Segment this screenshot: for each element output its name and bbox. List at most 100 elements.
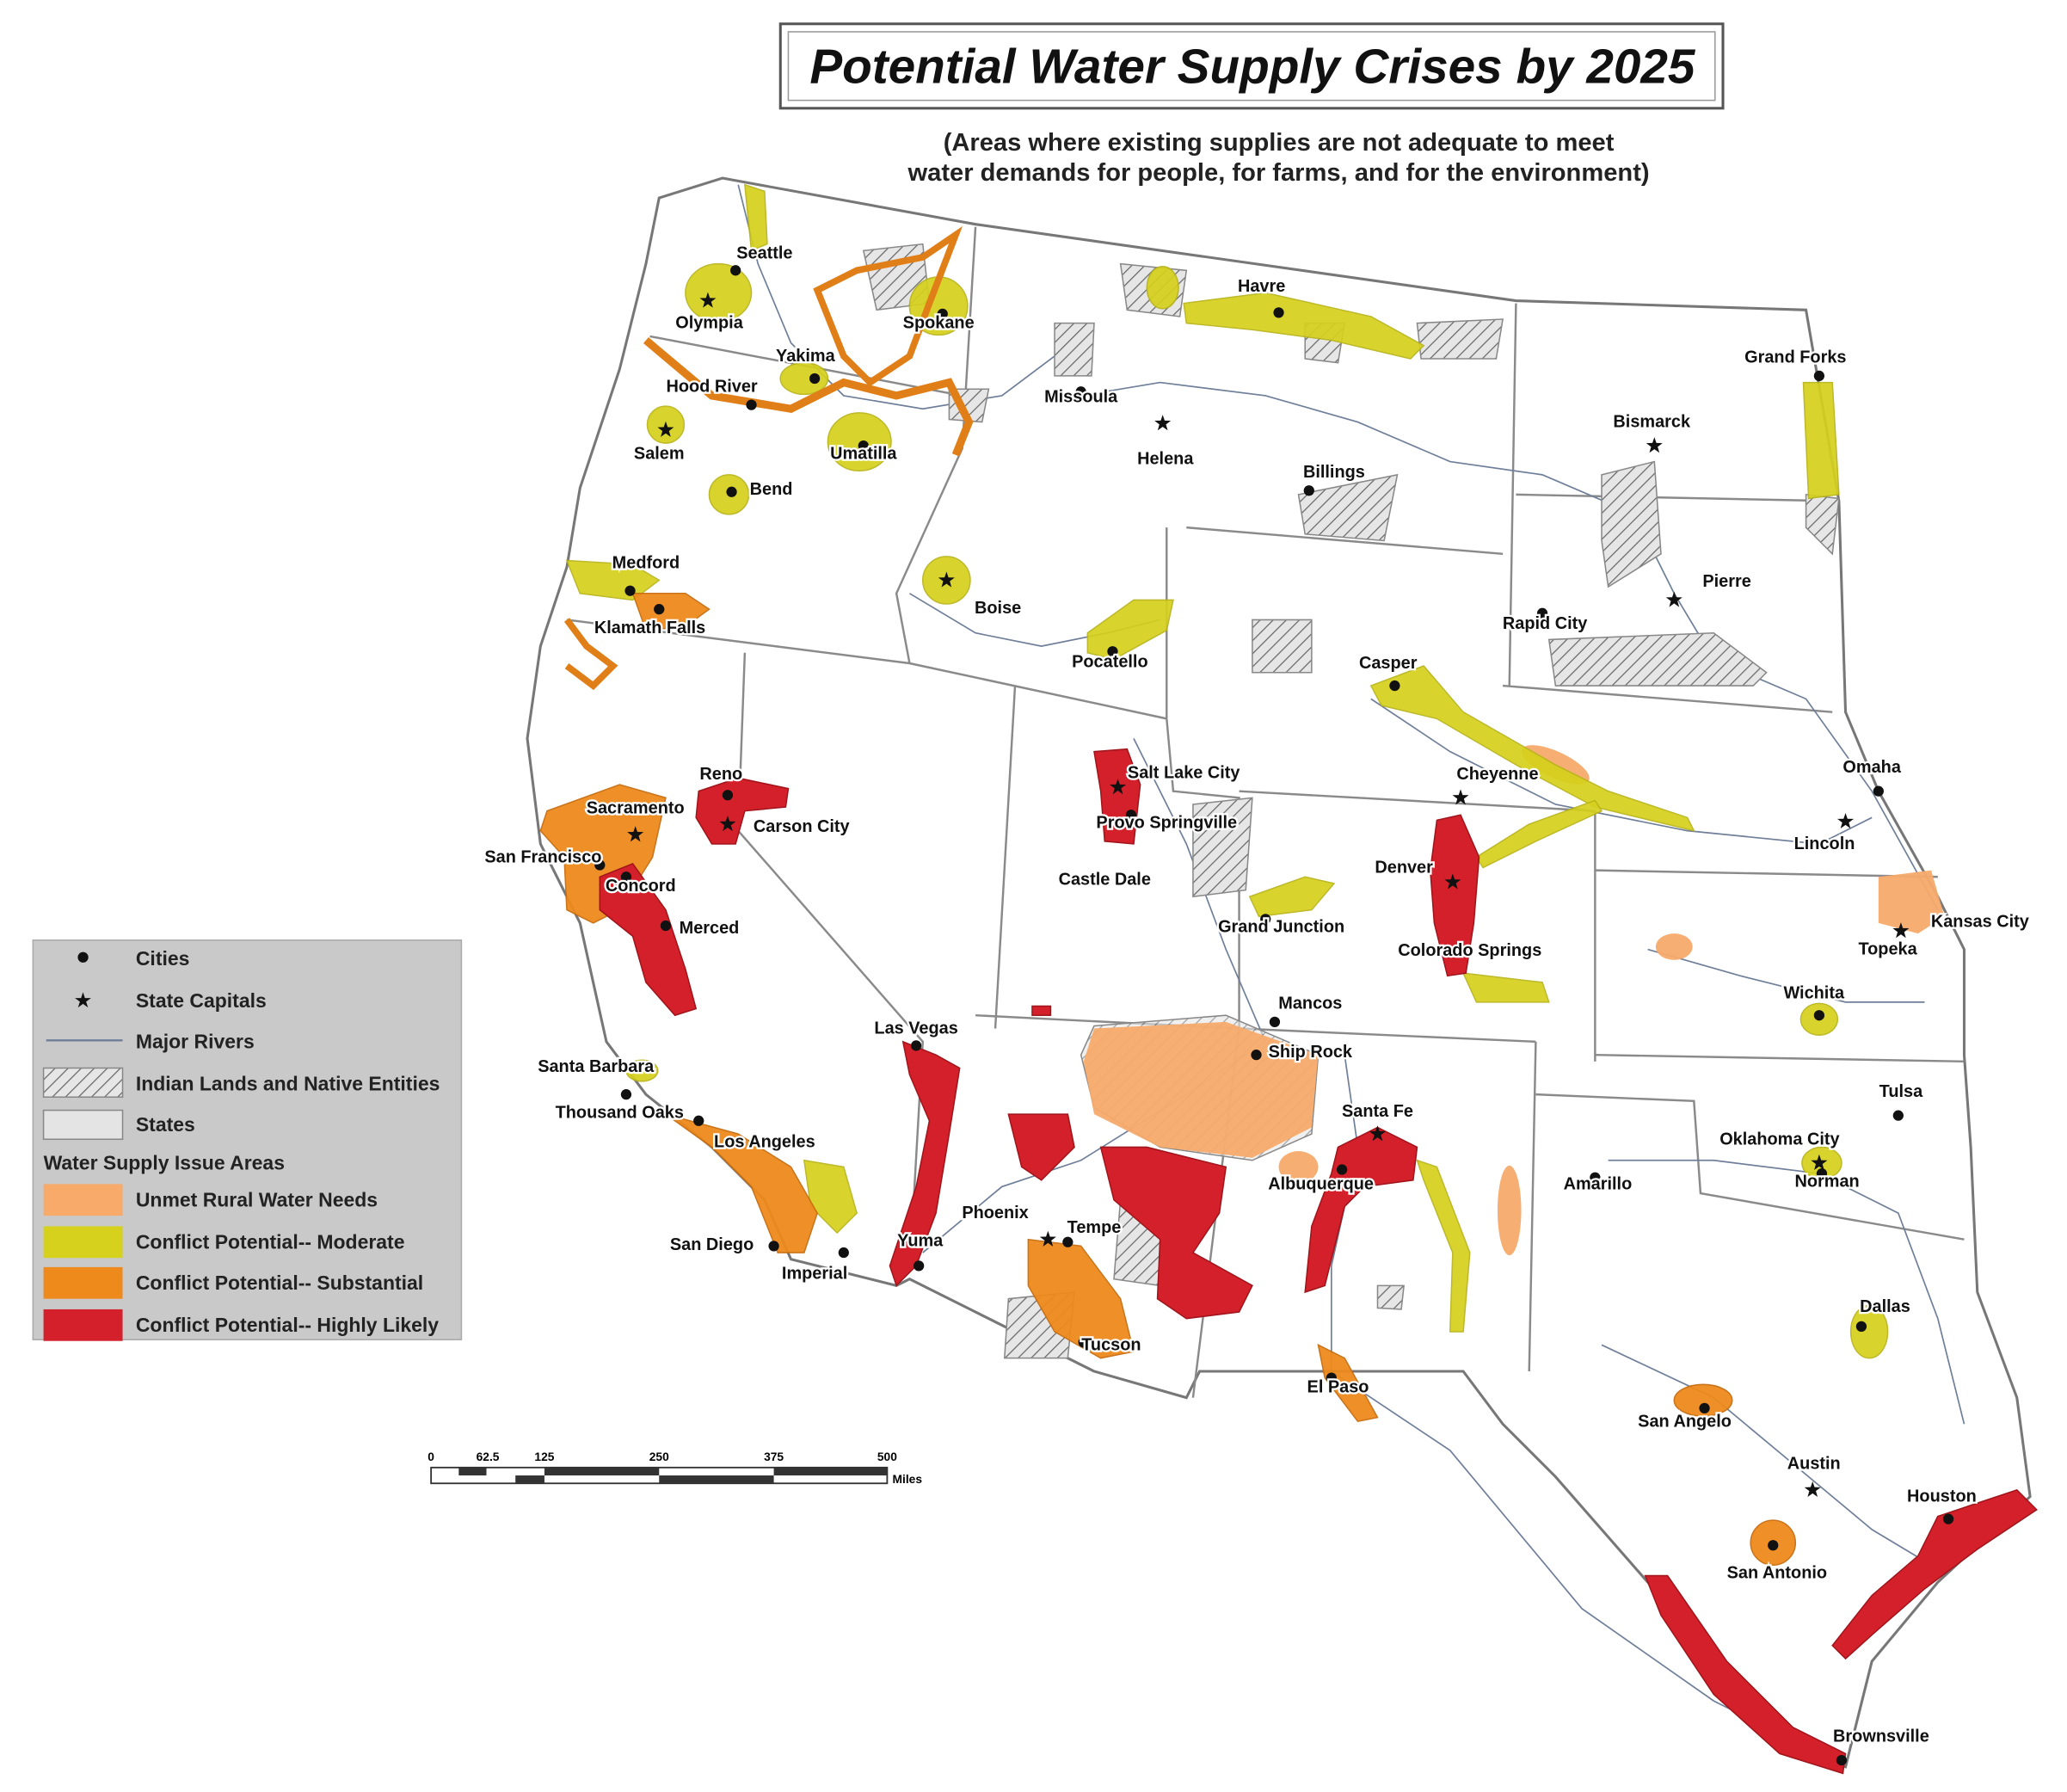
indian-land	[1805, 493, 1840, 556]
state-line	[1535, 1093, 1965, 1241]
legend-label: Conflict Potential-- Moderate	[136, 1230, 405, 1253]
capital-marker	[1892, 922, 1910, 939]
city-label: Umatilla	[830, 444, 897, 463]
state-line	[994, 685, 1017, 1029]
scale-label: 250	[649, 1450, 669, 1463]
legend-label: Major Rivers	[136, 1031, 255, 1053]
legend-symbol-indian-lands	[42, 1067, 124, 1098]
moderate-area	[1369, 665, 1695, 832]
city-marker	[1536, 607, 1548, 619]
capital-marker	[719, 816, 736, 832]
highly-likely-area	[1007, 1113, 1075, 1181]
city-label: Santa Barbara	[538, 1057, 655, 1076]
city-label: Wichita	[1783, 983, 1845, 1002]
city-label: Kansas City	[1931, 913, 2029, 932]
city-label: Lincoln	[1794, 834, 1855, 853]
city-label: Imperial	[782, 1265, 847, 1284]
city-label: Bend	[750, 480, 793, 499]
unmet-rural-area	[1278, 1151, 1319, 1183]
state-line	[736, 652, 925, 1273]
city-marker	[1303, 485, 1314, 496]
city-marker	[1813, 1010, 1825, 1021]
capital-marker	[1665, 591, 1683, 607]
capital-marker	[1369, 1125, 1386, 1142]
capital-marker	[657, 421, 674, 437]
moderate-area	[685, 262, 753, 323]
legend: Cities ★ State Capitals Major Rivers Ind…	[32, 939, 463, 1341]
city-marker	[1892, 1110, 1904, 1121]
city-marker	[1873, 785, 1884, 797]
scale-bar-segment	[515, 1475, 544, 1484]
city-marker	[1078, 1337, 1089, 1348]
legend-swatch	[43, 1266, 123, 1299]
city-marker	[624, 585, 636, 596]
title-box	[778, 22, 1725, 110]
capital-marker	[1452, 789, 1469, 805]
city-label: Missoula	[1044, 388, 1118, 407]
city-label: Helena	[1137, 450, 1194, 469]
city-marker	[620, 871, 632, 883]
city-label: Mancos	[1278, 995, 1342, 1013]
city-marker	[1336, 1164, 1348, 1175]
moderate-area	[625, 1059, 659, 1082]
city-marker	[1125, 810, 1137, 821]
highly-likely-area	[599, 863, 698, 1017]
substantial-river-corridor	[813, 225, 963, 387]
river	[737, 184, 1055, 410]
legend-swatch	[43, 1184, 123, 1216]
cities: Seattle Olympia Spokane Yakima Hood River Sal…	[483, 242, 2031, 1766]
scale-unit: Miles	[893, 1473, 923, 1486]
city-label: Boise	[975, 599, 1021, 618]
city-label: Spokane	[903, 314, 975, 333]
city-marker	[1768, 1540, 1779, 1551]
city-label: Bismarck	[1613, 413, 1691, 432]
river	[1608, 1159, 1965, 1425]
city-label: Brownsville	[1833, 1727, 1929, 1746]
city-marker	[594, 859, 606, 871]
city-marker	[1836, 1754, 1848, 1766]
moderate-area	[1461, 972, 1550, 1003]
legend-label: Unmet Rural Water Needs	[136, 1188, 378, 1210]
legend-label: Conflict Potential-- Highly Likely	[136, 1314, 439, 1336]
moderate-area	[1248, 876, 1336, 918]
city-label: Thousand Oaks	[556, 1104, 684, 1123]
substantial-area	[1317, 1343, 1379, 1423]
moderate-area	[779, 361, 829, 396]
substantial-area	[631, 593, 711, 631]
city-label: San Francisco	[484, 847, 601, 866]
city-marker	[1699, 1402, 1710, 1414]
river	[1370, 698, 1873, 845]
state-line	[1502, 684, 1833, 713]
city-label: Tulsa	[1879, 1082, 1923, 1101]
city-marker	[1590, 1172, 1601, 1183]
city-label: Merced	[680, 919, 740, 938]
city-label: Austin	[1787, 1454, 1841, 1473]
capital-marker	[938, 571, 955, 588]
river	[1647, 948, 1925, 1003]
city-label: Topeka	[1858, 940, 1917, 959]
highly-likely-area	[1430, 814, 1480, 977]
city-marker	[1273, 307, 1284, 318]
title: Potential Water Supply Crises by 2025	[809, 40, 1696, 95]
city-label: Albuquerque	[1268, 1174, 1374, 1193]
city-label: Houston	[1907, 1487, 1977, 1506]
state-line	[1595, 1053, 1965, 1063]
city-label: Castle Dale	[1059, 870, 1151, 889]
city-label: El Paso	[1307, 1377, 1369, 1396]
scale-bar-segment	[544, 1467, 660, 1476]
moderate-area	[1802, 381, 1840, 500]
city-marker	[620, 1089, 632, 1100]
indian-land	[1252, 619, 1313, 674]
legend-symbol-city	[77, 951, 89, 963]
city-marker	[858, 440, 869, 452]
city-label: Oklahoma City	[1719, 1130, 1839, 1148]
city-marker	[1813, 370, 1825, 382]
city-marker	[1251, 1050, 1262, 1061]
city-label: Phoenix	[962, 1204, 1028, 1222]
city-marker	[768, 1241, 779, 1252]
highly-likely-area	[1093, 748, 1141, 845]
city-marker	[910, 1040, 922, 1051]
highly-likely-area	[695, 777, 790, 845]
city-marker	[838, 1247, 849, 1259]
